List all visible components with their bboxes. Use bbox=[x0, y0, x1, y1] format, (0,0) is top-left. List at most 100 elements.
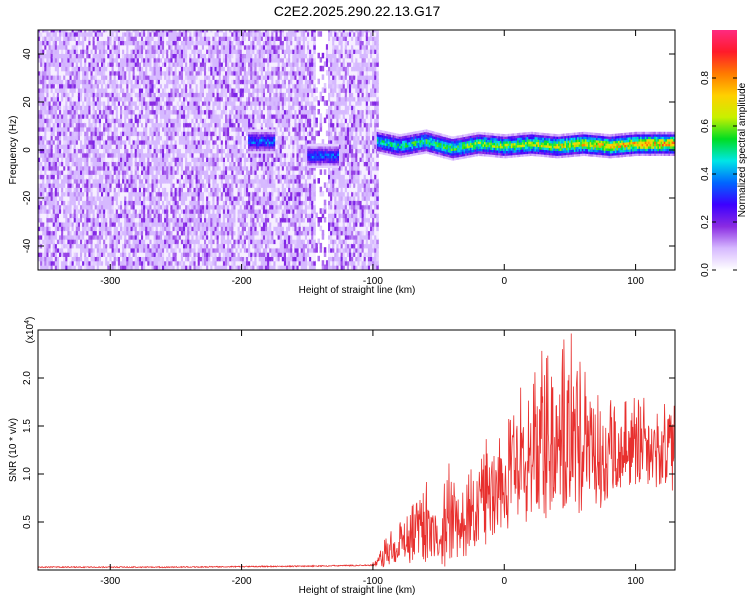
spectrogram-cell bbox=[44, 260, 47, 266]
spectrogram-cell bbox=[48, 208, 51, 214]
spectrogram-cell bbox=[117, 169, 121, 175]
spectrogram-cell bbox=[75, 160, 79, 167]
spectrogram-cell bbox=[54, 100, 58, 106]
spectrogram-cell bbox=[162, 31, 165, 37]
spectrogram-cell bbox=[216, 225, 220, 232]
spectrogram-cell bbox=[117, 143, 121, 149]
spectrogram-cell bbox=[80, 83, 83, 89]
spectrogram-cell bbox=[187, 48, 190, 54]
spectrogram-cell bbox=[61, 126, 64, 132]
spectrogram-cell bbox=[185, 126, 188, 132]
spectrogram-cell bbox=[170, 117, 173, 124]
spectrogram-cell bbox=[153, 152, 157, 158]
spectrogram-cell bbox=[191, 178, 194, 184]
spectrogram-cell bbox=[124, 204, 127, 210]
spectrogram-cell bbox=[90, 100, 93, 106]
spectrogram-cell bbox=[48, 182, 51, 188]
spectrogram-cell bbox=[172, 109, 175, 115]
spectrogram-cell bbox=[88, 234, 91, 240]
spectrogram-cell bbox=[101, 217, 104, 223]
spectrogram-cell bbox=[77, 78, 81, 85]
spectrogram-cell bbox=[155, 31, 159, 37]
spectrogram-cell bbox=[67, 264, 70, 270]
spectrogram-cell bbox=[52, 191, 56, 197]
spectrogram-cell bbox=[138, 147, 142, 154]
spectrogram-cell bbox=[117, 217, 121, 223]
spectrogram-cell bbox=[40, 44, 43, 50]
spectrogram-cell bbox=[101, 255, 104, 262]
spectrogram-cell bbox=[225, 225, 228, 232]
spectrogram-cell bbox=[128, 173, 131, 180]
spectrogram-cell bbox=[164, 117, 167, 124]
spectrogram-cell bbox=[40, 109, 43, 115]
spectrogram-cell bbox=[44, 147, 47, 154]
spectrogram-cell bbox=[69, 204, 72, 210]
spectrogram-cell bbox=[132, 225, 136, 232]
spectrogram-cell bbox=[107, 121, 110, 128]
spectrogram-cell bbox=[206, 104, 209, 111]
spectrogram-cell bbox=[178, 109, 182, 115]
spectrogram-cell bbox=[46, 156, 49, 162]
spectrogram-cell bbox=[208, 199, 211, 206]
spectrogram-cell bbox=[71, 52, 75, 59]
spectrogram-cell bbox=[128, 39, 131, 46]
spectrogram-cell bbox=[73, 44, 77, 50]
spectrogram-cell bbox=[63, 178, 66, 184]
spectrogram-cell bbox=[59, 117, 62, 124]
spectrogram-cell bbox=[92, 87, 96, 93]
spectrogram-cell bbox=[157, 186, 161, 193]
spectrogram-cell bbox=[128, 44, 131, 50]
spectrogram-cell bbox=[54, 70, 58, 76]
spectrogram-cell bbox=[164, 156, 167, 162]
spectrogram-cell bbox=[145, 169, 148, 175]
spectrogram-cell bbox=[103, 35, 106, 41]
spectrogram-cell bbox=[88, 30, 91, 33]
spectrogram-cell bbox=[212, 126, 215, 132]
spectrogram-cell bbox=[75, 30, 79, 33]
spectrogram-cell bbox=[178, 61, 182, 67]
spectrogram-cell bbox=[183, 44, 186, 50]
spectrogram-cell bbox=[120, 83, 123, 89]
spectrogram-cell bbox=[180, 229, 184, 236]
spectrogram-cell bbox=[92, 221, 96, 227]
spectrogram-cell bbox=[153, 204, 157, 210]
spectrogram-cell bbox=[172, 199, 175, 206]
spectrogram-cell bbox=[170, 126, 173, 132]
spectrogram-cell bbox=[54, 61, 58, 67]
spectrogram-cell bbox=[111, 65, 115, 72]
spectrogram-cell bbox=[96, 156, 100, 162]
spectrogram-cell bbox=[77, 217, 81, 223]
spectrogram-cell bbox=[61, 217, 64, 223]
spectrogram-cell bbox=[117, 229, 121, 236]
spectrogram-cell bbox=[48, 104, 51, 111]
spectrogram-cell bbox=[208, 186, 211, 193]
spectrogram-cell bbox=[117, 109, 121, 115]
spectrogram-cell bbox=[172, 78, 175, 85]
spectrogram-cell bbox=[90, 52, 93, 59]
spectrogram-cell bbox=[210, 264, 213, 270]
spectrogram-cell bbox=[126, 96, 129, 102]
spectrogram-cell bbox=[172, 104, 175, 111]
spectrogram-cell bbox=[178, 52, 182, 59]
spectrogram-cell bbox=[101, 251, 104, 257]
spectrogram-cell bbox=[101, 70, 104, 76]
spectrogram-cell bbox=[88, 152, 91, 158]
spectrogram-cell bbox=[206, 191, 209, 197]
spectrogram-cell bbox=[86, 152, 89, 158]
spectrogram-cell bbox=[42, 152, 45, 158]
spectrogram-cell bbox=[138, 173, 142, 180]
spectrogram-cell bbox=[63, 104, 66, 111]
spectrogram-cell bbox=[128, 156, 131, 162]
spectrogram-cell bbox=[216, 65, 220, 72]
spectrogram-cell bbox=[128, 113, 131, 119]
spectrogram-cell bbox=[65, 152, 68, 158]
spectrogram-cell bbox=[138, 260, 142, 266]
spectrogram-cell bbox=[56, 152, 60, 158]
spectrogram-cell bbox=[126, 30, 129, 33]
spectrogram-cell bbox=[168, 255, 171, 262]
spectrogram-cell bbox=[206, 229, 209, 236]
spectrogram-cell bbox=[206, 109, 209, 115]
spectrogram-cell bbox=[105, 178, 108, 184]
spectrogram-cell bbox=[38, 212, 41, 219]
spectrogram-cell bbox=[50, 199, 54, 206]
